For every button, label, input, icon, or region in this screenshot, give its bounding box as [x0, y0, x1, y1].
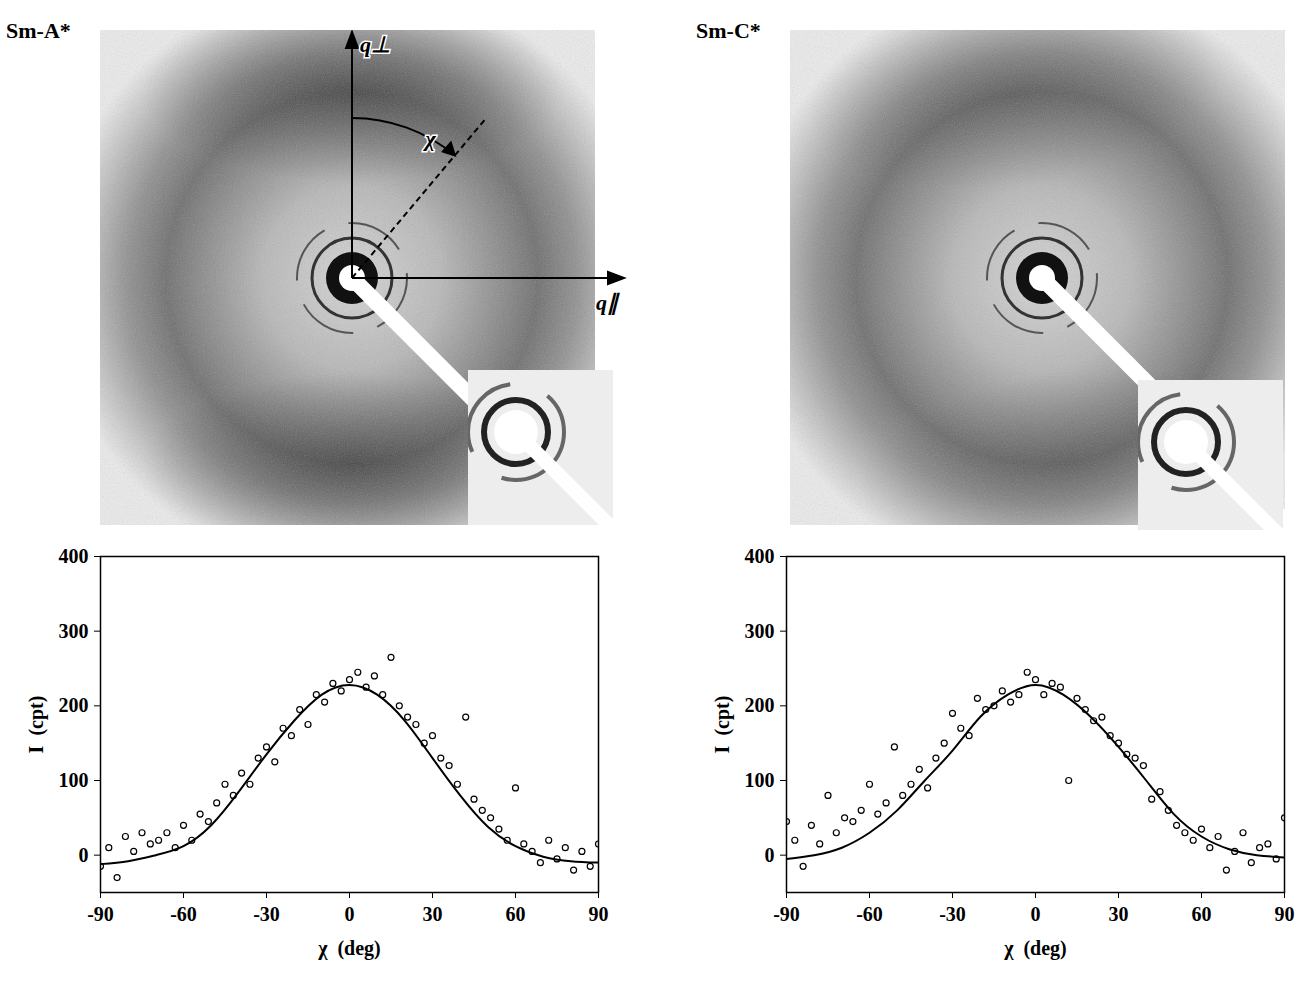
- svg-text:90: 90: [1275, 903, 1295, 925]
- svg-text:-90: -90: [87, 903, 114, 925]
- svg-text:χ (deg): χ (deg): [1003, 937, 1067, 960]
- svg-text:90: 90: [589, 903, 609, 925]
- svg-text:χ: χ: [423, 126, 437, 151]
- svg-text:-30: -30: [253, 903, 280, 925]
- html-text:Sm-C*: Sm-C*: [696, 18, 761, 43]
- svg-text:0: 0: [765, 844, 775, 866]
- svg-text:200: 200: [59, 694, 89, 716]
- svg-text:0: 0: [79, 844, 89, 866]
- html-text:Sm-A*: Sm-A*: [6, 18, 71, 43]
- svg-text:I (cpt): I (cpt): [711, 696, 734, 754]
- svg-text:0: 0: [345, 903, 355, 925]
- svg-text:300: 300: [745, 620, 775, 642]
- svg-text:-30: -30: [939, 903, 966, 925]
- svg-text:100: 100: [59, 769, 89, 791]
- svg-text:I (cpt): I (cpt): [25, 696, 48, 754]
- svg-text:100: 100: [745, 769, 775, 791]
- svg-text:q⊥: q⊥: [360, 32, 390, 57]
- svg-text:q∥: q∥: [596, 290, 620, 316]
- svg-text:30: 30: [423, 903, 443, 925]
- svg-text:χ (deg): χ (deg): [317, 937, 381, 960]
- svg-text:-90: -90: [773, 903, 800, 925]
- svg-text:60: 60: [506, 903, 526, 925]
- svg-text:300: 300: [59, 620, 89, 642]
- svg-text:60: 60: [1192, 903, 1212, 925]
- svg-text:400: 400: [745, 545, 775, 567]
- svg-text:30: 30: [1109, 903, 1129, 925]
- svg-text:200: 200: [745, 694, 775, 716]
- svg-text:-60: -60: [170, 903, 197, 925]
- svg-text:0: 0: [1031, 903, 1041, 925]
- svg-text:-60: -60: [856, 903, 883, 925]
- svg-text:400: 400: [59, 545, 89, 567]
